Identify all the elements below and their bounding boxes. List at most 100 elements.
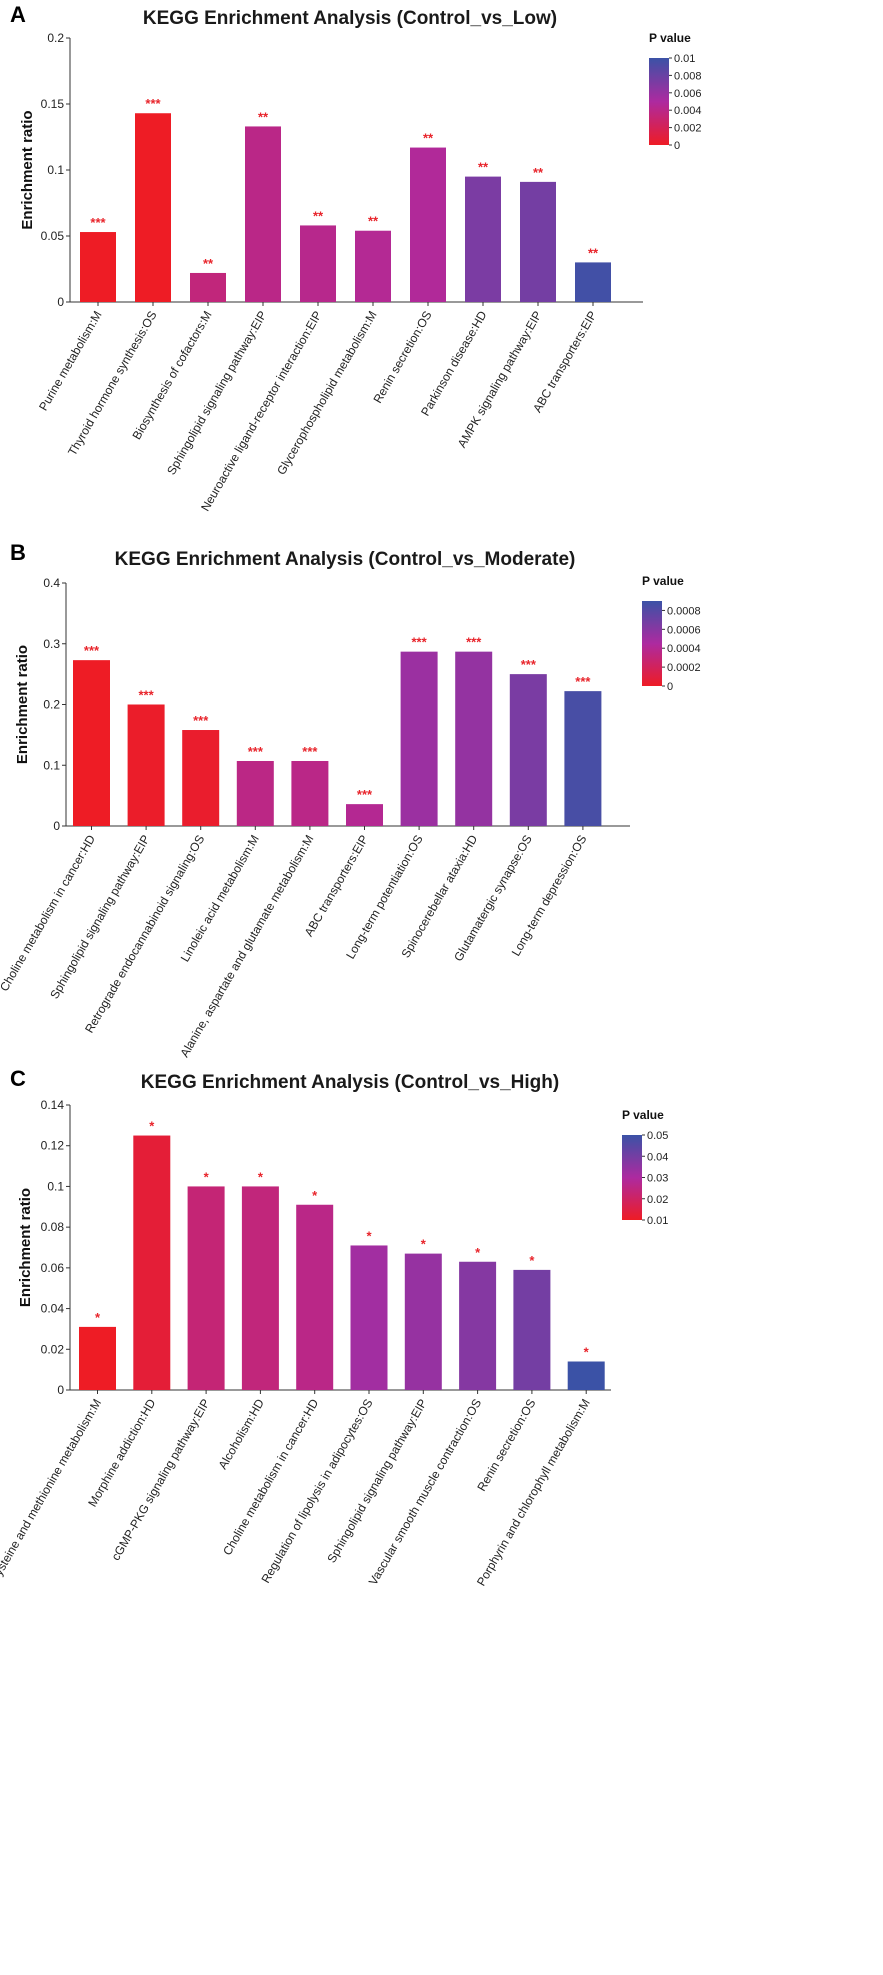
y-tick-label: 0.2 <box>43 698 60 712</box>
significance-label: *** <box>412 635 428 650</box>
x-category-label: Vascular smooth muscle contraction:OS <box>366 1397 484 1588</box>
significance-label: *** <box>193 713 209 728</box>
y-axis-label: Enrichment ratio <box>19 110 36 229</box>
x-category-label: Renin secretion:OS <box>370 309 434 406</box>
significance-label: *** <box>357 787 373 802</box>
significance-label: *** <box>302 744 318 759</box>
legend-tick-label: 0.0004 <box>667 643 701 655</box>
bar <box>133 1135 171 1390</box>
bar <box>135 113 171 303</box>
bar <box>355 230 391 302</box>
significance-label: * <box>421 1237 427 1252</box>
significance-label: * <box>204 1169 210 1184</box>
x-category-label: Renin secretion:OS <box>474 1397 538 1494</box>
bar <box>575 262 611 302</box>
y-tick-label: 0.15 <box>41 97 65 111</box>
x-category-label: Choline metabolism in cancer:HD <box>220 1396 321 1558</box>
y-axis-label: Enrichment ratio <box>14 645 31 764</box>
bar <box>404 1253 442 1390</box>
bar <box>350 1245 388 1390</box>
x-category-label: Glycerophospholipid metabolism:M <box>274 308 380 477</box>
x-category-label: Sphingolipid signaling pathway:EIP <box>164 309 270 478</box>
y-tick-label: 0 <box>53 819 60 833</box>
legend-tick-label: 0.006 <box>674 88 702 100</box>
significance-label: ** <box>423 131 434 146</box>
x-category-label: Porphyrin and chlorophyll metabolism:M <box>474 1397 593 1589</box>
y-tick-label: 0.06 <box>41 1261 65 1275</box>
legend-colorbar <box>622 1135 642 1220</box>
significance-label: * <box>312 1188 318 1203</box>
significance-label: * <box>258 1169 264 1184</box>
x-category-label: Sphingolipid signaling pathway:EIP <box>324 1397 430 1566</box>
significance-label: *** <box>90 215 106 230</box>
legend-tick-label: 0.0008 <box>667 605 701 617</box>
bar <box>80 232 116 302</box>
bar <box>520 181 556 302</box>
bar <box>455 651 493 826</box>
bar <box>465 176 501 302</box>
x-category-label: Choline metabolism in cancer:HD <box>0 832 98 994</box>
bar <box>459 1261 497 1390</box>
panel-label: C <box>10 1066 26 1091</box>
significance-label: ** <box>313 208 324 223</box>
significance-label: *** <box>575 674 591 689</box>
bar <box>73 660 110 826</box>
legend-colorbar <box>642 601 662 686</box>
significance-label: ** <box>368 214 379 229</box>
legend-tick-label: 0.01 <box>674 53 695 65</box>
y-tick-label: 0.4 <box>43 576 60 590</box>
y-tick-label: 0.2 <box>47 31 64 45</box>
significance-label: ** <box>478 160 489 175</box>
legend-title: P value <box>642 574 684 588</box>
significance-label: * <box>149 1119 155 1134</box>
x-category-label: ABC transporters:EIP <box>530 309 599 415</box>
y-tick-label: 0.08 <box>41 1220 65 1234</box>
significance-label: * <box>95 1310 101 1325</box>
y-tick-label: 0.02 <box>41 1342 65 1356</box>
bar <box>241 1186 279 1390</box>
panel-label: B <box>10 540 26 565</box>
significance-label: *** <box>248 744 264 759</box>
x-category-label: Purine metabolism:M <box>36 309 104 414</box>
significance-label: *** <box>521 657 537 672</box>
legend-tick-label: 0.04 <box>647 1151 668 1163</box>
legend-title: P value <box>622 1108 664 1122</box>
x-category-label: Regulation of lipolysis in adipocytes:OS <box>258 1397 375 1586</box>
significance-label: * <box>584 1345 590 1360</box>
legend-tick-label: 0.02 <box>647 1194 668 1206</box>
bar <box>187 1186 225 1390</box>
y-tick-label: 0 <box>57 295 64 309</box>
y-tick-label: 0.14 <box>41 1098 65 1112</box>
significance-label: *** <box>139 688 155 703</box>
bar <box>190 272 226 302</box>
significance-label: ** <box>588 245 599 260</box>
bar <box>509 674 547 826</box>
y-tick-label: 0.04 <box>41 1302 65 1316</box>
significance-label: *** <box>84 643 100 658</box>
significance-label: *** <box>466 635 482 650</box>
bar <box>300 225 336 302</box>
legend-title: P value <box>649 31 691 45</box>
legend-tick-label: 0.0002 <box>667 662 701 674</box>
panel-label: A <box>10 2 26 27</box>
legend-tick-label: 0.05 <box>647 1130 668 1142</box>
bar <box>296 1204 334 1390</box>
x-category-label: Neuroactive ligand-receptor interaction:… <box>198 309 325 514</box>
legend-tick-label: 0.0006 <box>667 624 701 636</box>
significance-label: ** <box>258 109 269 124</box>
y-tick-label: 0.3 <box>43 637 60 651</box>
significance-label: * <box>475 1245 481 1260</box>
x-category-label: Alcoholism:HD <box>216 1396 268 1471</box>
y-tick-label: 0.12 <box>41 1139 65 1153</box>
y-axis-label: Enrichment ratio <box>17 1188 34 1307</box>
chart-title: KEGG Enrichment Analysis (Control_vs_Low… <box>143 8 557 29</box>
y-tick-label: 0.1 <box>47 1179 64 1193</box>
legend-tick-label: 0.01 <box>647 1215 668 1227</box>
x-category-label: Cysteine and methionine metabolism:M <box>0 1397 104 1586</box>
bar <box>564 691 602 826</box>
legend-tick-label: 0.004 <box>674 105 702 117</box>
significance-label: *** <box>145 96 161 111</box>
significance-label: * <box>366 1228 372 1243</box>
